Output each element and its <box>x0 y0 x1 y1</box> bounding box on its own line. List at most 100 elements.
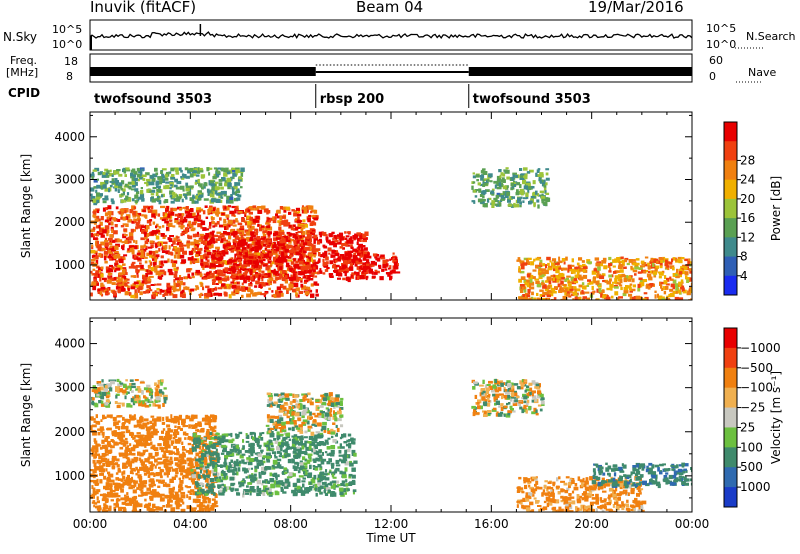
heatmap-cell <box>90 187 95 192</box>
heatmap-cell <box>226 225 229 230</box>
heatmap-cell <box>209 244 214 249</box>
heatmap-cell <box>179 458 182 461</box>
heatmap-cell <box>166 471 170 475</box>
heatmap-cell <box>313 266 316 270</box>
heatmap-cell <box>293 267 296 271</box>
heatmap-cell <box>204 462 208 466</box>
heatmap-cell <box>659 265 663 269</box>
heatmap-cell <box>195 429 200 432</box>
heatmap-cell <box>517 197 522 202</box>
heatmap-cell <box>239 229 244 235</box>
heatmap-cell <box>300 240 304 244</box>
heatmap-cell <box>277 220 282 223</box>
heatmap-cell <box>541 297 546 300</box>
heatmap-cell <box>118 284 124 288</box>
heatmap-cell <box>187 273 190 278</box>
heatmap-cell <box>603 265 608 270</box>
heatmap-cell <box>522 200 525 203</box>
heatmap-cell <box>650 257 654 262</box>
heatmap-cell <box>292 288 296 293</box>
heatmap-cell <box>112 217 116 221</box>
heatmap-cell <box>98 465 104 470</box>
heatmap-cell <box>235 172 238 176</box>
heatmap-cell <box>230 281 234 284</box>
freq-band-right <box>468 67 692 76</box>
heatmap-cell <box>563 284 567 288</box>
heatmap-cell <box>195 254 199 258</box>
heatmap-cell <box>169 293 172 296</box>
heatmap-cell <box>93 505 96 508</box>
heatmap-cell <box>536 174 541 177</box>
heatmap-cell <box>180 491 186 495</box>
heatmap-cell <box>249 206 252 210</box>
heatmap-cell <box>251 263 254 268</box>
heatmap-cell <box>291 460 295 464</box>
heatmap-cell <box>183 425 188 428</box>
heatmap-cell <box>262 230 268 233</box>
heatmap-cell <box>234 275 239 280</box>
heatmap-cell <box>195 251 201 256</box>
heatmap-cell <box>144 439 149 444</box>
heatmap-cell <box>198 450 203 455</box>
heatmap-cell <box>193 507 197 510</box>
heatmap-cell <box>101 431 105 436</box>
heatmap-cell <box>669 288 674 292</box>
heatmap-cell <box>380 257 386 260</box>
heatmap-cell <box>504 169 510 174</box>
heatmap-cell <box>312 252 317 255</box>
heatmap-cell <box>228 245 231 249</box>
heatmap-cell <box>680 257 685 260</box>
heatmap-cell <box>239 252 243 256</box>
heatmap-cell <box>224 260 229 265</box>
heatmap-cell <box>179 275 182 278</box>
heatmap-cell <box>107 476 111 480</box>
heatmap-cell <box>626 262 630 266</box>
heatmap-cell <box>264 291 269 294</box>
heatmap-cell <box>91 424 97 428</box>
heatmap-cell <box>117 467 121 471</box>
heatmap-cell <box>256 206 262 209</box>
heatmap-cell <box>90 232 94 238</box>
heatmap-cell <box>561 288 565 293</box>
heatmap-cell <box>176 250 179 255</box>
heatmap-cell <box>146 219 151 224</box>
heatmap-cell <box>487 179 490 182</box>
heatmap-cell <box>539 262 542 266</box>
heatmap-cell <box>133 177 138 182</box>
heatmap-cell <box>164 213 168 217</box>
heatmap-cell <box>212 415 218 420</box>
heatmap-cell <box>658 257 664 260</box>
heatmap-cell <box>93 487 96 490</box>
heatmap-cell <box>139 441 142 444</box>
heatmap-cell <box>94 273 98 277</box>
heatmap-cell <box>269 257 272 261</box>
heatmap-cell <box>565 277 569 281</box>
heatmap-cell <box>190 229 195 232</box>
heatmap-cell <box>246 236 251 240</box>
heatmap-cell <box>95 259 99 265</box>
heatmap-cell <box>106 287 109 292</box>
heatmap-cell <box>160 289 165 293</box>
heatmap-cell <box>218 254 222 257</box>
heatmap-cell <box>234 209 237 214</box>
heatmap-cell <box>211 273 215 278</box>
heatmap-cell <box>218 264 223 268</box>
heatmap-cell <box>265 249 271 252</box>
heatmap-cell <box>661 298 665 300</box>
heatmap-cell <box>104 260 108 264</box>
heatmap-cell <box>304 279 309 283</box>
heatmap-cell <box>234 206 238 210</box>
heatmap-cell <box>272 256 276 261</box>
heatmap-cell <box>652 271 658 275</box>
heatmap-cell <box>134 500 139 503</box>
heatmap-cell <box>218 194 222 199</box>
heatmap-cell <box>302 477 306 480</box>
heatmap-cell <box>143 291 146 293</box>
heatmap-cell <box>519 177 525 180</box>
heatmap-cell <box>199 466 202 470</box>
heatmap-cell <box>577 296 581 300</box>
heatmap-cell <box>561 267 564 271</box>
heatmap-cell <box>91 281 97 285</box>
heatmap-cell <box>163 450 166 455</box>
heatmap-cell <box>164 173 168 178</box>
